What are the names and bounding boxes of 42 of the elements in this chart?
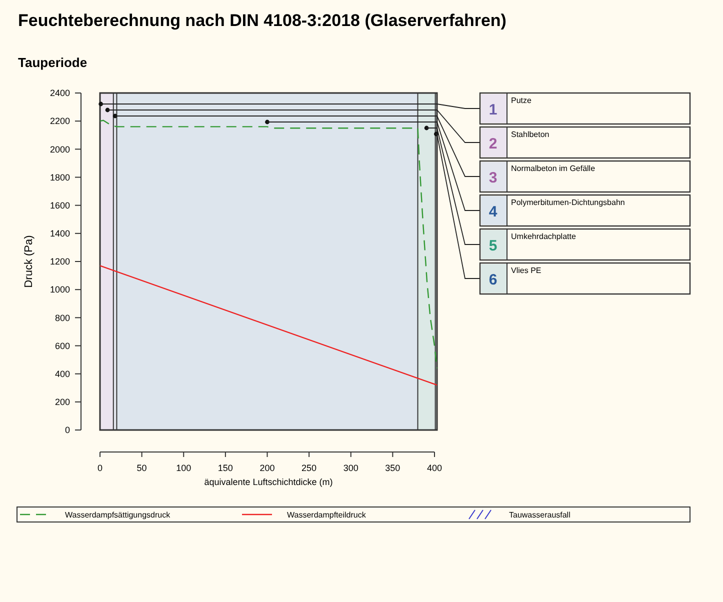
chart-title: Feuchteberechnung nach DIN 4108-3:2018 (Glaserverfahren) xyxy=(18,11,506,30)
y-tick-label: 2000 xyxy=(50,144,70,154)
x-tick-label: 0 xyxy=(97,463,103,473)
x-tick-label: 100 xyxy=(176,463,192,473)
chart-subtitle: Tauperiode xyxy=(18,55,88,70)
line-series xyxy=(99,120,438,369)
y-tick-label: 1400 xyxy=(50,228,70,239)
text: Vlies PE xyxy=(511,266,542,275)
y-tick-label: 1800 xyxy=(50,172,70,182)
y-tick-label: 1000 xyxy=(50,284,70,295)
text: 5 xyxy=(488,238,498,254)
y-tick-label: 600 xyxy=(54,340,70,351)
y-tick-label: 800 xyxy=(54,312,70,323)
x-axis-title: äquivalente Luftschichtdicke (m) xyxy=(204,477,333,487)
x-tick-label: 150 xyxy=(218,463,233,473)
legend-label: Wasserdampfteildruck xyxy=(287,510,367,520)
x-tick-label: 250 xyxy=(302,463,317,473)
x-tick-label: 300 xyxy=(343,463,358,473)
y-tick-label: 2400 xyxy=(50,88,70,98)
y-tick-label: 2200 xyxy=(50,116,70,126)
text: 6 xyxy=(488,272,498,288)
text: 2 xyxy=(488,136,498,152)
text: Normalbeton im Gefälle xyxy=(511,164,596,173)
text: Umkehrdachplatte xyxy=(511,232,576,241)
y-tick-label: 200 xyxy=(54,397,70,408)
text: Stahlbeton xyxy=(511,130,550,139)
legend-label: Tauwasserausfall xyxy=(509,510,571,520)
y-tick-label: 1600 xyxy=(50,200,70,210)
y-tick-label: 0 xyxy=(64,425,70,436)
y-axis-title: Druck (Pa) xyxy=(23,235,35,288)
text: 3 xyxy=(488,170,498,186)
text: 1 xyxy=(488,102,498,118)
x-tick-label: 50 xyxy=(136,463,147,473)
x-tick-label: 350 xyxy=(385,463,400,473)
text: 4 xyxy=(488,204,498,220)
text: Polymerbitumen-Dichtungsbahn xyxy=(511,198,625,207)
text: Putze xyxy=(511,96,532,105)
y-tick-label: 400 xyxy=(54,368,70,379)
y-tick-label: 1200 xyxy=(50,256,70,267)
legend-label: Wasserdampfsättigungsdruck xyxy=(65,510,172,520)
x-tick-label: 200 xyxy=(260,463,275,473)
x-tick-label: 400 xyxy=(426,463,442,473)
